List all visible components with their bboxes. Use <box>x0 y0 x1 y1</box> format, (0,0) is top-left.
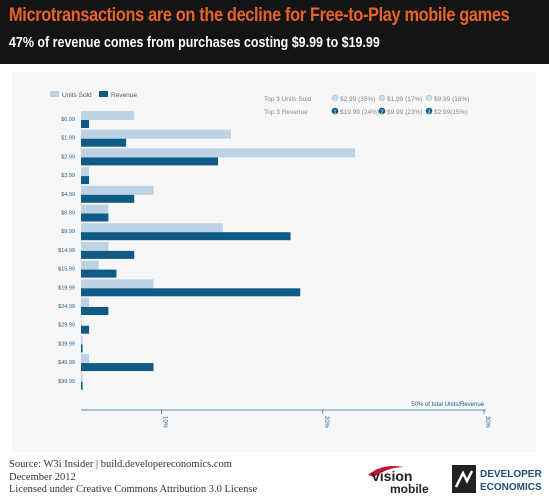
category-label: $19.99 <box>58 285 75 291</box>
top3-revenue-item-text: $9.99 (23%) <box>387 109 422 116</box>
top3-units-item-text: $2.99 (35%) <box>340 96 375 103</box>
bar-revenue <box>81 232 291 241</box>
bar-units-sold <box>81 204 109 214</box>
top3-revenue-item-text: $2.99(15%) <box>434 109 468 116</box>
chart-panel: Units Sold Revenue Top 3 Units Sold 1 $2.99 … <box>12 72 536 452</box>
category-label: $99.99 <box>58 379 75 385</box>
legend-swatch-revenue <box>99 91 108 97</box>
category-label: $0.99 <box>61 117 75 123</box>
bar-revenue <box>81 176 90 185</box>
developer-economics-logo: DEVELOPER ECONOMICS <box>452 465 542 493</box>
bar-units-sold <box>81 260 99 270</box>
category-label: $2.99 <box>61 154 75 160</box>
bar-revenue <box>81 194 135 203</box>
category-label: $9.99 <box>61 229 75 235</box>
bar-revenue <box>81 325 90 334</box>
bar-revenue <box>81 381 83 390</box>
top3-units-rank-number: 2 <box>380 96 383 102</box>
top3-units-rank-number: 3 <box>427 96 430 102</box>
date-text: December 2012 <box>9 471 76 483</box>
axis-caption: 50% of total Units/Revenue <box>411 402 484 408</box>
footer-credits: Source: W3i Insider | build.developereco… <box>9 459 257 497</box>
bar-units-sold <box>81 279 154 289</box>
x-tick-label: 10% <box>162 416 168 429</box>
page-subtitle: 47% of revenue comes from purchases cost… <box>9 35 380 51</box>
bar-revenue <box>81 250 135 259</box>
logo-text-economics: ECONOMICS <box>480 482 542 493</box>
bar-revenue <box>81 288 301 297</box>
logo-text-developer: DEVELOPER <box>480 469 542 480</box>
bar-units-sold <box>81 298 90 307</box>
header-banner: Microtransactions are on the decline for… <box>0 0 549 64</box>
top3-revenue-rank-number: 2 <box>380 109 383 115</box>
top3-revenue-rank-number: 1 <box>333 109 336 115</box>
category-label: $15.99 <box>58 267 75 273</box>
bar-units-sold <box>81 185 154 195</box>
category-label: $24.99 <box>58 304 75 310</box>
top3-revenue-rank-number: 3 <box>427 109 430 115</box>
visionmobile-logo: vision mobile <box>368 466 429 496</box>
bar-units-sold <box>81 223 223 233</box>
bar-units-sold <box>81 354 90 364</box>
bar-revenue <box>81 363 154 372</box>
logo-mark-icon <box>452 465 476 493</box>
bar-units-sold <box>81 316 82 326</box>
category-label: $39.99 <box>58 341 75 347</box>
bar-revenue <box>81 138 127 147</box>
top3-revenue-rank-badge <box>378 107 386 115</box>
category-label: $14.99 <box>58 248 75 254</box>
bar-units-sold <box>81 241 109 251</box>
source-text: Source: W3i Insider | build.developereco… <box>9 459 232 470</box>
bar-revenue <box>81 157 219 166</box>
category-label: $4.99 <box>61 192 75 198</box>
top3-revenue-rank-badge <box>331 107 339 115</box>
category-label: $3.99 <box>61 173 75 179</box>
x-tick-label: 20% <box>323 416 329 429</box>
bar-units-sold <box>81 148 356 158</box>
legend-label-revenue: Revenue <box>111 92 137 99</box>
logo-text-vision: vision <box>372 468 412 484</box>
top3-units-rank-badge <box>378 94 386 102</box>
top3-revenue-rank-badge <box>425 107 433 115</box>
category-label: $1.99 <box>61 136 75 142</box>
top3-units-label: Top 3 Units Sold <box>264 96 312 103</box>
bar-revenue <box>81 344 83 353</box>
legend-swatch-units <box>50 91 59 97</box>
category-label: $49.99 <box>58 360 75 366</box>
bar-chart: Units Sold Revenue Top 3 Units Sold 1 $2.99 … <box>50 91 490 429</box>
bar-units-sold <box>81 111 135 120</box>
bar-revenue <box>81 269 117 278</box>
top3-units-rank-badge <box>331 94 339 102</box>
x-tick-label: 30% <box>484 416 490 429</box>
top3-units-rank-number: 1 <box>333 96 336 102</box>
bar-revenue <box>81 307 109 315</box>
bar-units-sold <box>81 335 83 345</box>
license-text: Licensed under Creative Commons Attribut… <box>9 484 258 495</box>
bar-units-sold <box>81 372 83 382</box>
bar-revenue <box>81 120 90 128</box>
category-label: $6.99 <box>61 211 75 217</box>
top3-revenue-label: Top 3 Revenue <box>264 109 308 116</box>
bar-units-sold <box>81 129 231 139</box>
page-title: Microtransactions are on the decline for… <box>9 5 510 26</box>
bar-revenue <box>81 213 109 222</box>
top3-units-item-text: $9.99 (16%) <box>434 96 469 103</box>
top3-units-item-text: $1.99 (17%) <box>387 96 422 103</box>
top3-units-rank-badge <box>425 94 433 102</box>
logo-text-mobile: mobile <box>390 482 429 496</box>
top3-revenue-item-text: $19.99 (24%) <box>340 109 379 116</box>
bar-units-sold <box>81 167 90 177</box>
category-label: $29.99 <box>58 323 75 329</box>
legend-label-units: Units Sold <box>62 92 92 99</box>
